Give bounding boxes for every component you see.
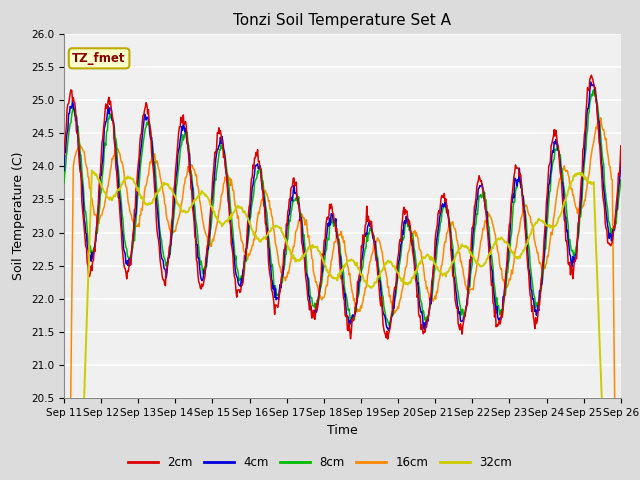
Legend: 2cm, 4cm, 8cm, 16cm, 32cm: 2cm, 4cm, 8cm, 16cm, 32cm bbox=[124, 452, 516, 474]
Y-axis label: Soil Temperature (C): Soil Temperature (C) bbox=[12, 152, 26, 280]
Title: Tonzi Soil Temperature Set A: Tonzi Soil Temperature Set A bbox=[234, 13, 451, 28]
X-axis label: Time: Time bbox=[327, 424, 358, 437]
Text: TZ_fmet: TZ_fmet bbox=[72, 52, 126, 65]
